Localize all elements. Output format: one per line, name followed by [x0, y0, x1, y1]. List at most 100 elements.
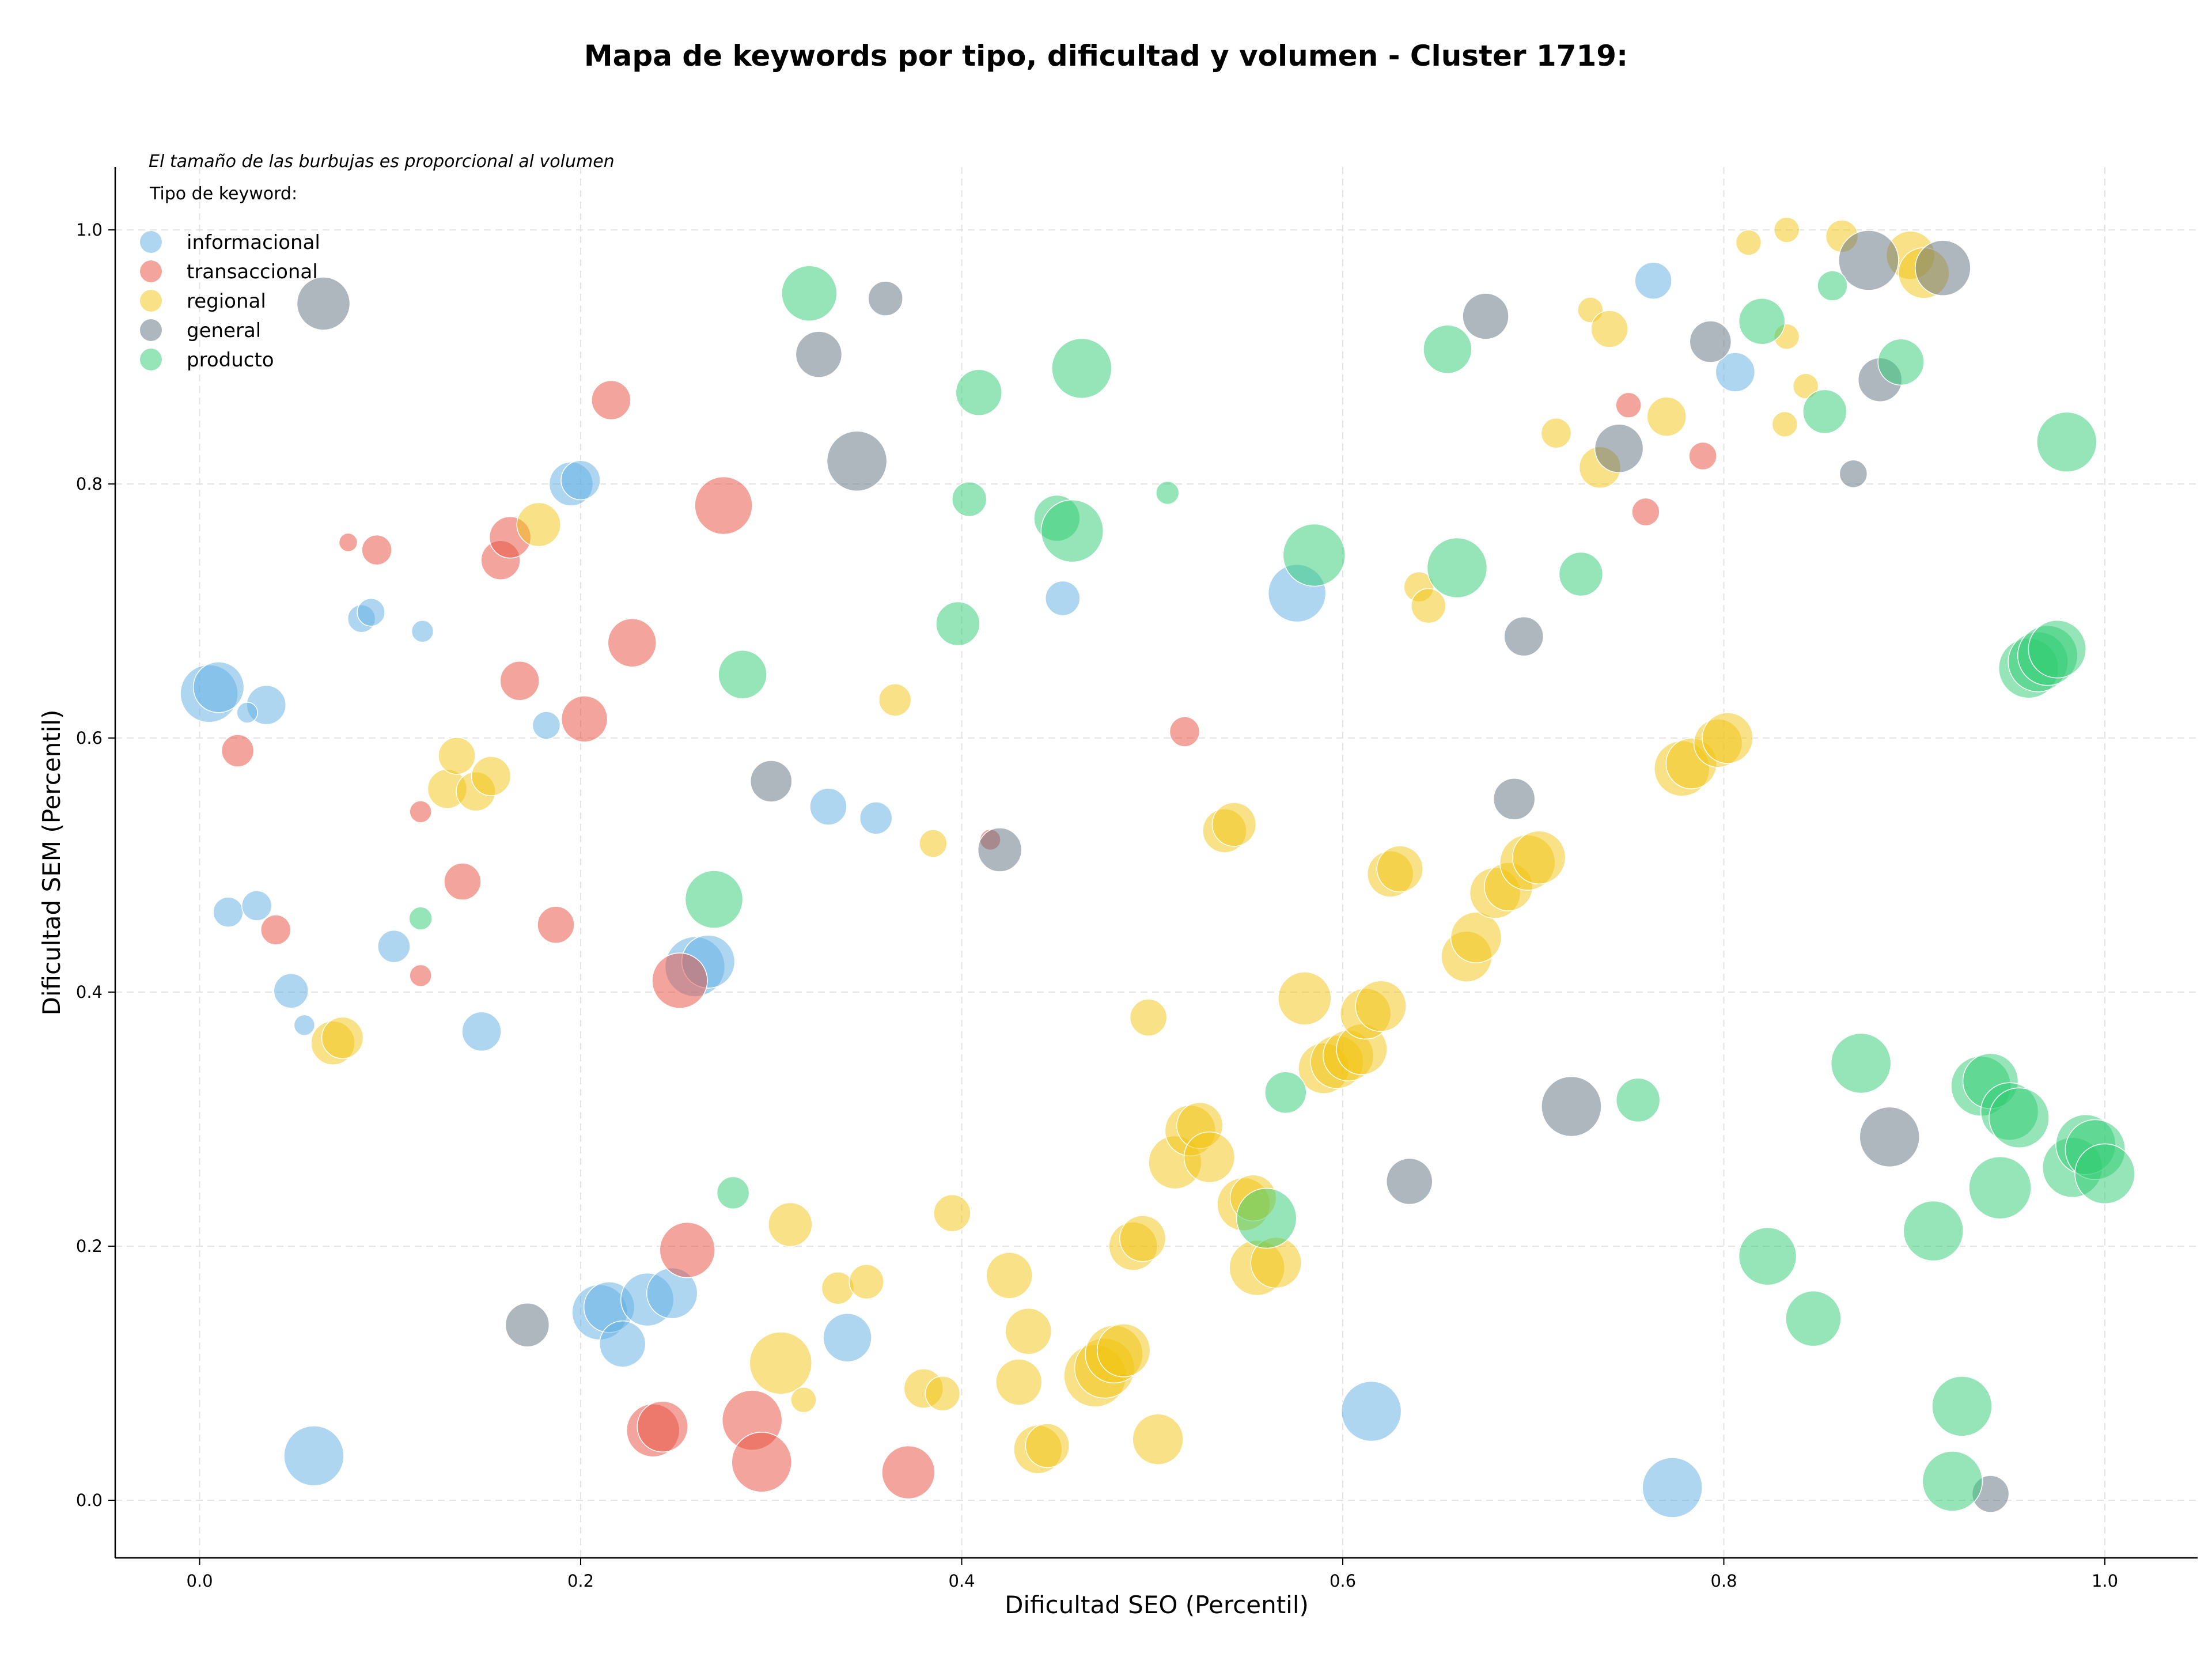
bubble-transaccional [637, 1401, 688, 1452]
bubble-producto [1988, 1087, 2050, 1149]
bubble-producto [951, 481, 987, 517]
bubble-general [750, 760, 793, 803]
bubble-producto [1903, 1200, 1964, 1262]
bubble-informacional [241, 890, 272, 921]
bubble-regional [516, 502, 561, 547]
bubble-general [1503, 616, 1544, 657]
bubble-producto [1040, 499, 1104, 563]
bubble-producto [2028, 619, 2087, 679]
bubble-informacional [411, 620, 434, 643]
y-axis-label: Dificultad SEM (Percentil) [37, 710, 66, 1016]
legend-label-producto: producto [187, 349, 274, 372]
bubble-transaccional [1169, 716, 1200, 747]
bubble-regional [1450, 911, 1502, 963]
bubble-producto [1817, 270, 1848, 301]
legend-entries: informacional transaccional regional genera… [140, 231, 320, 372]
bubble-producto [408, 906, 433, 930]
x-tick-label: 0.6 [1330, 1571, 1356, 1591]
bubble-producto [1558, 551, 1604, 597]
bubble-transaccional [1631, 497, 1660, 527]
bubble-regional [471, 756, 512, 796]
bubble-informacional [1634, 262, 1672, 300]
bubble-informacional [1045, 580, 1081, 616]
bubble-transaccional [1615, 392, 1642, 419]
bubble-general [1541, 1076, 1602, 1137]
x-tick-label: 0.4 [948, 1571, 975, 1591]
bubble-regional [1411, 588, 1446, 624]
bubble-regional [1646, 396, 1687, 437]
bubble-producto [1615, 1077, 1661, 1123]
bubble-producto [1968, 1156, 2032, 1220]
series-transaccional [221, 380, 1717, 1500]
bubble-transaccional [607, 618, 657, 668]
bubble-general [1386, 1157, 1433, 1205]
bubble-informacional [357, 597, 385, 627]
bubble-general [1689, 320, 1732, 363]
bubble-regional [821, 1272, 855, 1305]
legend-label-regional: regional [187, 290, 266, 313]
bubble-transaccional [444, 862, 482, 901]
bubble-transaccional [881, 1445, 935, 1500]
legend-label-informacional: informacional [187, 231, 320, 254]
x-tick-label: 0.2 [567, 1571, 594, 1591]
bubble-regional [1096, 1323, 1151, 1378]
bubble-transaccional [221, 734, 255, 767]
bubble-producto [1738, 298, 1786, 345]
bubble-producto [1051, 338, 1112, 399]
bubble-regional [995, 1359, 1043, 1406]
bubble-producto [1264, 1071, 1307, 1114]
bubble-producto [2074, 1143, 2135, 1205]
bubble-regional [1278, 971, 1332, 1026]
bubble-regional [768, 1202, 813, 1247]
bubble-producto [2036, 411, 2097, 472]
bubble-regional [749, 1331, 813, 1395]
bubble-transaccional [499, 661, 540, 701]
bubble-general [826, 430, 888, 492]
bubble-regional [849, 1263, 884, 1300]
bubble-regional [1792, 373, 1819, 399]
bubble-informacional [560, 460, 601, 501]
bubble-transaccional [409, 800, 432, 823]
series-general [296, 230, 2010, 1513]
series-regional [310, 217, 1950, 1474]
axes [114, 167, 2198, 1559]
bubble-transaccional [659, 1221, 715, 1278]
bubble-regional [1771, 411, 1798, 438]
bubble-regional [1025, 1423, 1070, 1468]
bubble-producto [1785, 1290, 1842, 1347]
x-axis-label: Dificultad SEO (Percentil) [1005, 1591, 1309, 1619]
bubble-general [505, 1302, 550, 1348]
bubble-producto [718, 650, 767, 699]
bubble-transaccional [560, 695, 608, 743]
bubble-general [868, 281, 903, 316]
bubble-producto [1426, 537, 1488, 599]
bubble-informacional [192, 661, 245, 713]
bubble-regional [933, 1194, 971, 1232]
bubble-regional [878, 683, 912, 717]
bubble-producto [1423, 324, 1472, 374]
chart-title: Mapa de keywords por tipo, dificultad y … [584, 39, 1628, 73]
legend-label-general: general [187, 319, 261, 342]
bubble-transaccional [260, 914, 291, 945]
bubble-regional [986, 1251, 1033, 1299]
bubble-informacional [859, 801, 893, 835]
bubble-transaccional [537, 906, 575, 944]
bubble-regional [925, 1376, 961, 1412]
bubble-regional [1512, 830, 1566, 885]
bubble-regional [1355, 980, 1407, 1032]
bubble-general [1915, 240, 1971, 296]
bubble-regional [919, 829, 948, 858]
bubble-transaccional [652, 952, 708, 1009]
bubble-producto [935, 601, 980, 646]
bubble-producto [716, 1176, 750, 1210]
bubble-producto [1931, 1376, 1993, 1437]
bubble-producto [1738, 1227, 1797, 1286]
bubble-regional [321, 1016, 364, 1060]
bubble-transaccional [1688, 441, 1717, 471]
bubble-producto [781, 265, 838, 321]
y-tick-label: 0.2 [76, 1236, 103, 1256]
bubble-regional [1773, 217, 1800, 243]
bubble-general [795, 331, 843, 378]
bubble-regional [438, 737, 476, 775]
